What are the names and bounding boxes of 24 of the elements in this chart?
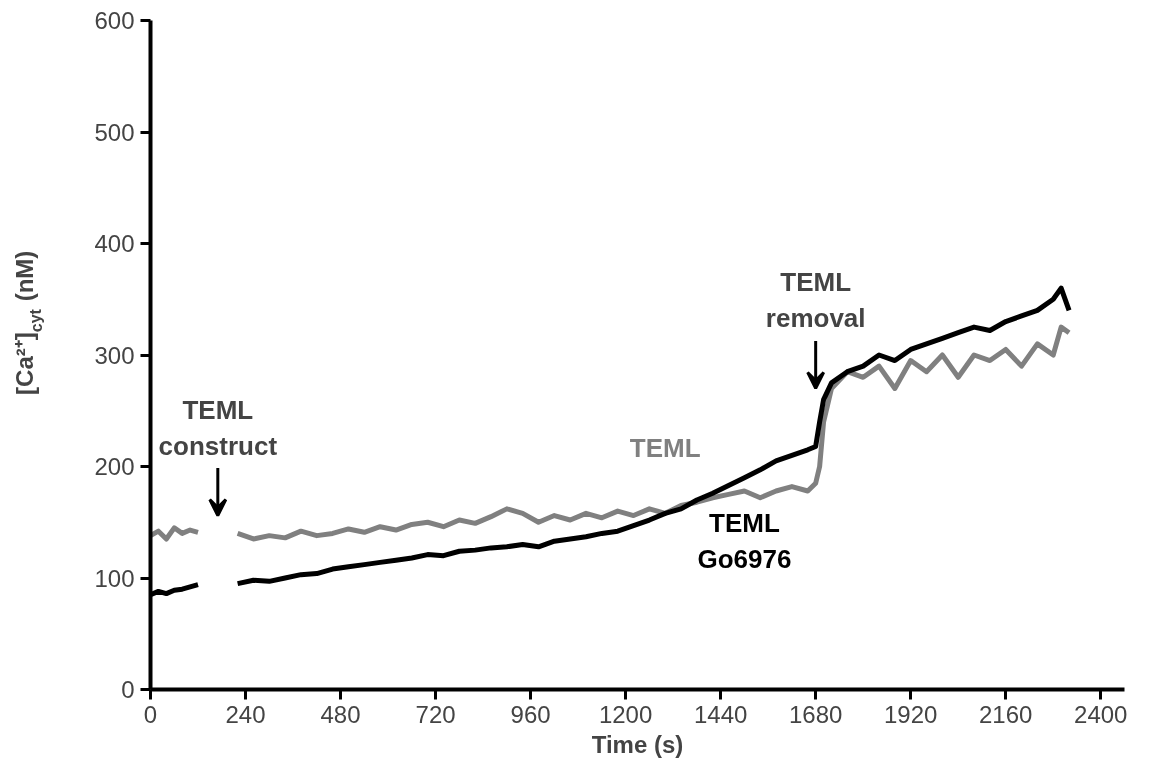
x-tick-label: 960 [510, 700, 551, 728]
series-label: TEML Go6976 [697, 507, 792, 574]
x-tick-label: 1200 [598, 700, 653, 728]
series-label: TEML [629, 433, 701, 464]
x-tick-label: 2160 [979, 700, 1033, 728]
y-tick-label: 400 [94, 230, 135, 257]
x-tick-label: 240 [225, 700, 266, 728]
x-tick-label: 1680 [788, 700, 843, 728]
x-tick-label: 0 [143, 700, 158, 728]
y-tick-label: 200 [94, 453, 135, 480]
x-tick-label: 2400 [1074, 700, 1128, 728]
x-axis-title: Time (s) [591, 730, 684, 758]
x-tick-label: 1440 [693, 700, 748, 728]
x-tick-label: 720 [415, 700, 456, 728]
annotation: TEML construct [158, 394, 278, 461]
y-tick-label: 100 [94, 564, 135, 592]
x-tick-label: 480 [320, 700, 361, 728]
y-tick-label: 300 [94, 341, 135, 369]
y-tick-label: 500 [94, 118, 135, 146]
y-axis-title: [Ca²⁺]cyt (nM) [11, 250, 45, 395]
y-tick-label: 0 [121, 676, 135, 703]
annotation: TEML removal [765, 267, 866, 334]
y-tick-label: 600 [94, 7, 135, 34]
x-tick-label: 1920 [884, 700, 938, 728]
